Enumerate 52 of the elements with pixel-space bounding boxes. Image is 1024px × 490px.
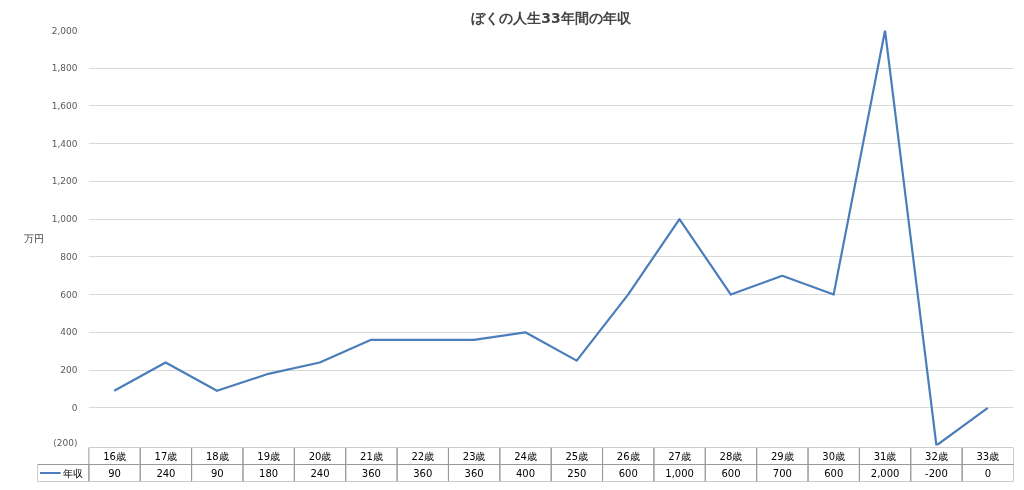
x-tick-label: 17歳 xyxy=(154,450,178,462)
line-series xyxy=(113,30,989,446)
y-axis-title: 万円 xyxy=(23,232,44,244)
y-tick-label: 400 xyxy=(60,327,78,338)
data-label: 90 xyxy=(210,468,224,479)
x-tick-label: 20歳 xyxy=(308,450,332,462)
data-label: 400 xyxy=(515,468,536,479)
y-tick-label: 1,200 xyxy=(51,176,78,187)
data-label: 2,000 xyxy=(870,468,900,479)
data-label: 90 xyxy=(108,468,121,479)
data-label: 250 xyxy=(567,468,587,479)
x-tick-label: 32歳 xyxy=(925,450,948,462)
y-tick-label: 1,600 xyxy=(51,100,78,111)
chart-title: ぼくの人生33年間の年収 xyxy=(471,9,632,26)
y-tick-label: 800 xyxy=(60,251,78,262)
x-tick-label: 22歳 xyxy=(411,450,435,462)
x-tick-label: 18歳 xyxy=(205,450,229,462)
data-label: 360 xyxy=(464,468,484,479)
x-tick-label: 19歳 xyxy=(257,450,281,462)
y-tick-label: 2,000 xyxy=(51,25,78,36)
y-tick-label: 600 xyxy=(60,289,78,300)
x-tick-label: 23歳 xyxy=(462,450,486,462)
y-tick-label: 200 xyxy=(60,365,78,376)
data-label: -200 xyxy=(925,468,948,479)
x-tick-label: 21歳 xyxy=(360,450,383,462)
y-tick-label: 1,400 xyxy=(51,138,78,149)
y-tick-label: 1,800 xyxy=(51,63,78,74)
x-tick-label: 28歳 xyxy=(719,450,743,462)
data-label: 0 xyxy=(984,468,992,479)
x-tick-label: 25歳 xyxy=(565,450,589,462)
x-tick-label: 27歳 xyxy=(668,450,691,462)
x-tick-label: 26歳 xyxy=(616,450,640,462)
data-label: 600 xyxy=(721,468,741,479)
data-label: 240 xyxy=(156,468,176,479)
data-label: 240 xyxy=(310,468,330,479)
x-tick-label: 29歳 xyxy=(770,450,794,462)
data-label: 1,000 xyxy=(665,468,694,479)
x-tick-label: 31歳 xyxy=(873,450,897,462)
data-label: 180 xyxy=(259,468,279,479)
data-label: 360 xyxy=(361,468,381,479)
data-label: 360 xyxy=(413,468,433,479)
data-label: 600 xyxy=(618,468,638,479)
data-label: 600 xyxy=(824,468,844,479)
y-tick-label: (200) xyxy=(53,437,78,448)
x-tick-label: 33歳 xyxy=(976,450,1000,462)
x-tick-label: 24歳 xyxy=(514,450,537,462)
data-label: 700 xyxy=(772,468,792,479)
x-tick-label: 30歳 xyxy=(822,450,846,462)
y-tick-label: 1,000 xyxy=(51,214,78,225)
legend-label: 年収 xyxy=(63,467,84,479)
x-tick-label: 16歳 xyxy=(103,450,126,462)
y-tick-label: 0 xyxy=(71,402,78,413)
